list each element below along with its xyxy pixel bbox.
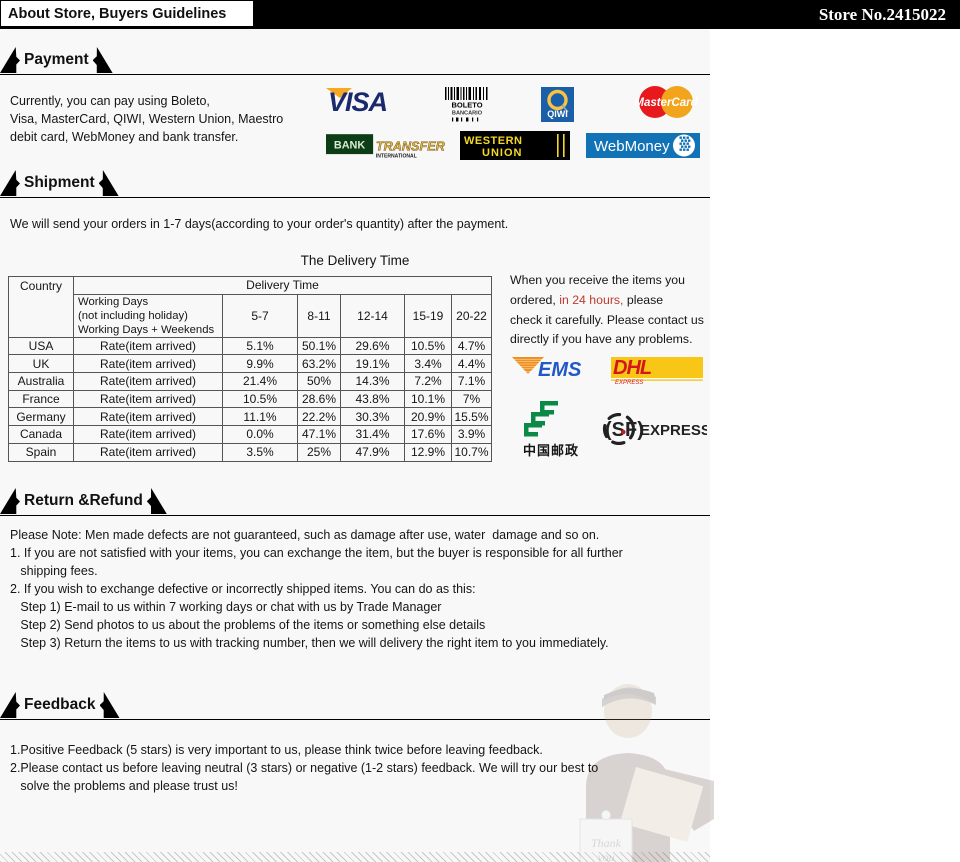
svg-text:BOLETO: BOLETO (451, 101, 482, 110)
svg-text:MasterCard: MasterCard (634, 97, 698, 109)
svg-text:DHL: DHL (613, 357, 652, 379)
svg-text:TRANSFER: TRANSFER (376, 139, 446, 153)
svg-text:WESTERN: WESTERN (464, 135, 523, 147)
svg-text:EXPRESS: EXPRESS (640, 422, 707, 439)
svg-text:WebMoney: WebMoney (594, 138, 670, 155)
svg-text:EMS: EMS (538, 359, 582, 381)
svg-text:you: you (596, 850, 614, 862)
svg-text:VISA: VISA (328, 87, 387, 116)
svg-text:UNION: UNION (482, 147, 522, 159)
svg-text:BANCARIO: BANCARIO (452, 111, 483, 117)
svg-text:Thank: Thank (591, 836, 622, 850)
svg-text:EXPRESS: EXPRESS (615, 380, 643, 385)
svg-text:INTERNATIONAL: INTERNATIONAL (376, 153, 417, 159)
svg-text:BANK: BANK (334, 140, 366, 152)
svg-text:(SF): (SF) (605, 419, 644, 441)
svg-text:QIWI: QIWI (547, 109, 568, 119)
